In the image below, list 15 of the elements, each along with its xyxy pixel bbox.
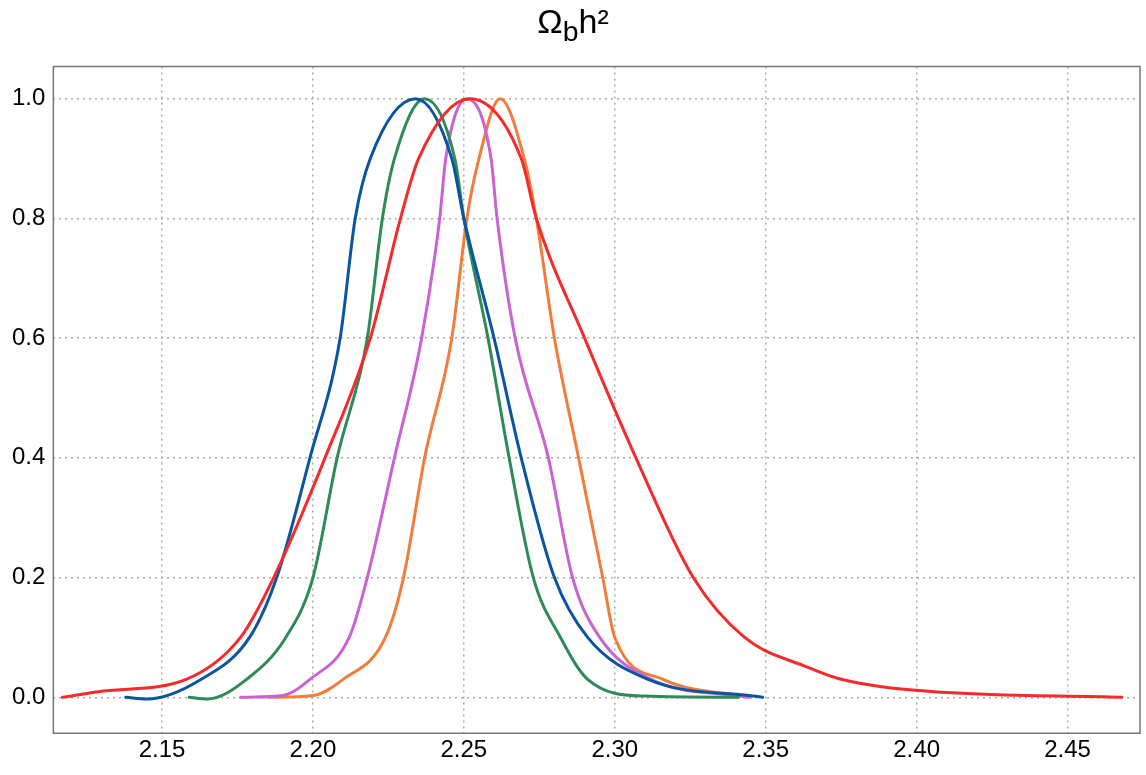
x-tick-label: 2.35 [742,735,790,763]
line-series [60,97,1124,699]
x-tick-label: 2.30 [591,735,639,763]
y-tick-label: 0.6 [11,322,46,350]
x-tick-label: 2.40 [893,735,940,763]
y-tick-label: 0.8 [11,203,46,231]
x-tick-label: 2.20 [289,735,337,763]
x-tick-label: 2.45 [1044,735,1091,763]
x-tick-label: 2.15 [138,735,186,763]
y-tick-label: 0.4 [11,442,46,470]
y-tick-label: 1.0 [11,83,46,111]
chart-title: Ω$_{b}$h² [536,2,610,48]
y-tick-label: 0.0 [11,681,46,709]
y-tick-label: 0.2 [11,562,46,590]
x-tick-label: 2.25 [440,735,488,763]
